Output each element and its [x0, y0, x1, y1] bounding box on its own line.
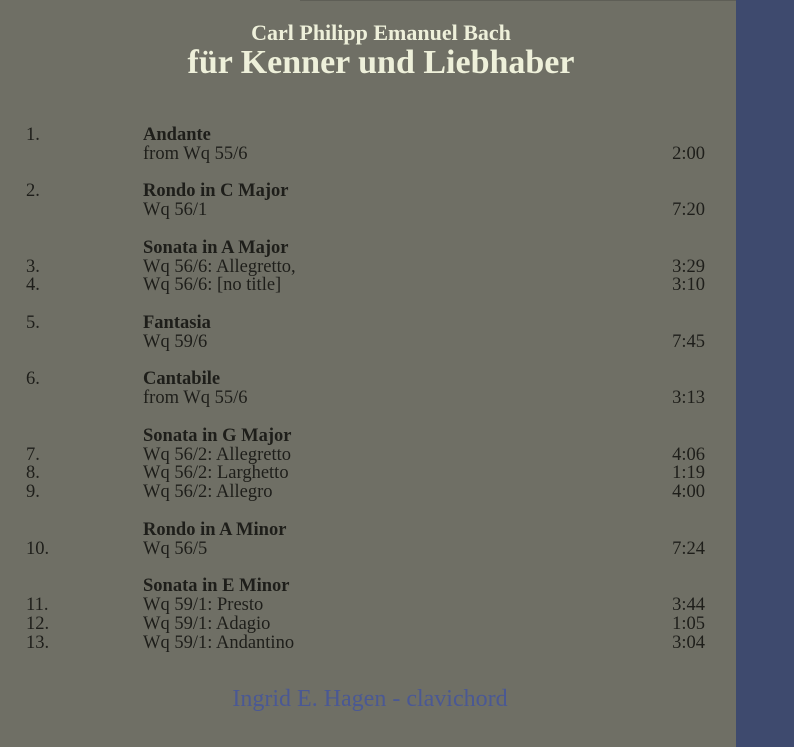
- track-duration: 1:19: [672, 463, 705, 484]
- work-title: Rondo in C Major: [143, 181, 289, 202]
- track-row: from Wq 55/6 2:00: [26, 143, 705, 164]
- work-group: 1. Andante from Wq 55/6 2:00: [26, 126, 705, 164]
- artist-credit: Ingrid E. Hagen - clavichord: [232, 686, 508, 712]
- track-row: 3. Wq 56/6: Allegretto, 3:29: [26, 256, 705, 277]
- track-duration: 3:13: [672, 388, 705, 409]
- work-heading: 2. Rondo in C Major: [26, 182, 705, 201]
- work-title: Fantasia: [143, 312, 211, 333]
- track-description: Wq 56/5: [143, 538, 208, 559]
- work-group: Sonata in A Major 3. Wq 56/6: Allegretto, 3…: [26, 237, 705, 295]
- track-number: 4.: [26, 275, 40, 296]
- track-row: Wq 59/6 7:45: [26, 331, 705, 352]
- track-number: 6.: [26, 369, 40, 390]
- track-number: 5.: [26, 312, 40, 333]
- track-description: Wq 56/1: [143, 200, 208, 221]
- track-row: 11. Wq 59/1: Presto 3:44: [26, 596, 705, 615]
- track-row: 12. Wq 59/1: Adagio 1:05: [26, 613, 705, 634]
- track-row: 7. Wq 56/2: Allegretto 4:06: [26, 444, 705, 465]
- track-number: 11.: [26, 594, 49, 615]
- track-duration: 4:06: [672, 444, 705, 465]
- work-heading: Sonata in E Minor: [26, 577, 705, 596]
- track-duration: 7:45: [672, 331, 705, 352]
- work-group: 6. Cantabile from Wq 55/6 3:13: [26, 370, 705, 408]
- track-row: 10. Wq 56/5 7:24: [26, 538, 705, 559]
- track-description: Wq 56/2: Allegretto: [143, 444, 291, 465]
- work-title: Sonata in E Minor: [143, 576, 290, 597]
- work-heading: 6. Cantabile: [26, 370, 705, 389]
- track-number: 9.: [26, 482, 40, 503]
- work-group: 5. Fantasia Wq 59/6 7:45: [26, 314, 705, 352]
- track-number: 3.: [26, 256, 40, 277]
- work-heading: Rondo in A Minor: [26, 519, 705, 540]
- top-border: [300, 0, 736, 1]
- work-heading: Sonata in A Major: [26, 237, 705, 258]
- track-number: 10.: [26, 538, 50, 559]
- track-description: Wq 56/2: Allegro: [143, 482, 273, 503]
- composer-name: Carl Philipp Emanuel Bach: [251, 20, 511, 45]
- track-description: Wq 59/1: Adagio: [143, 613, 271, 634]
- work-title: Sonata in A Major: [143, 237, 289, 258]
- track-number: 7.: [26, 444, 40, 465]
- track-duration: 3:10: [672, 275, 705, 296]
- track-description: Wq 56/6: Allegretto,: [143, 256, 296, 277]
- track-duration: 3:44: [672, 594, 705, 615]
- track-number: 8.: [26, 463, 40, 484]
- track-description: from Wq 55/6: [143, 143, 248, 164]
- track-number: 12.: [26, 613, 50, 634]
- track-description: Wq 56/6: [no title]: [143, 275, 282, 296]
- track-description: Wq 59/1: Presto: [143, 594, 264, 615]
- work-title: Rondo in A Minor: [143, 519, 287, 540]
- track-duration: 1:05: [672, 613, 705, 634]
- track-description: Wq 59/6: [143, 331, 208, 352]
- track-duration: 7:24: [672, 538, 705, 559]
- work-group: 2. Rondo in C Major Wq 56/1 7:20: [26, 182, 705, 220]
- work-group: Sonata in E Minor 11. Wq 59/1: Presto 3:44 1…: [26, 577, 705, 652]
- work-heading: 1. Andante: [26, 126, 705, 145]
- work-title: Sonata in G Major: [143, 425, 292, 446]
- work-group: Sonata in G Major 7. Wq 56/2: Allegretto 4:…: [26, 425, 705, 502]
- track-row: 9. Wq 56/2: Allegro 4:00: [26, 483, 705, 502]
- work-heading: 5. Fantasia: [26, 314, 705, 333]
- track-duration: 4:00: [672, 482, 705, 503]
- track-row: Wq 56/1 7:20: [26, 201, 705, 220]
- track-number: 1.: [26, 125, 40, 145]
- track-duration: 3:29: [672, 256, 705, 277]
- album-title: für Kenner und Liebhaber: [187, 44, 575, 81]
- work-title: Cantabile: [143, 369, 221, 390]
- track-description: Wq 56/2: Larghetto: [143, 463, 289, 484]
- track-number: 2.: [26, 181, 40, 202]
- work-heading: Sonata in G Major: [26, 425, 705, 446]
- track-row: 13. Wq 59/1: Andantino 3:04: [26, 632, 705, 653]
- track-number: 13.: [26, 632, 50, 653]
- track-list: 1. Andante from Wq 55/6 2:00 2. Rondo in C Ma…: [26, 126, 705, 671]
- track-duration: 7:20: [672, 200, 705, 221]
- work-group: Rondo in A Minor 10. Wq 56/5 7:24: [26, 519, 705, 559]
- track-row: 8. Wq 56/2: Larghetto 1:19: [26, 464, 705, 483]
- track-row: 4. Wq 56/6: [no title] 3:10: [26, 276, 705, 295]
- work-title: Andante: [143, 125, 211, 145]
- track-duration: 2:00: [672, 143, 705, 164]
- track-description: from Wq 55/6: [143, 388, 248, 409]
- spine-bar: [736, 0, 794, 747]
- track-row: from Wq 55/6 3:13: [26, 389, 705, 408]
- track-duration: 3:04: [672, 632, 705, 653]
- track-description: Wq 59/1: Andantino: [143, 632, 295, 653]
